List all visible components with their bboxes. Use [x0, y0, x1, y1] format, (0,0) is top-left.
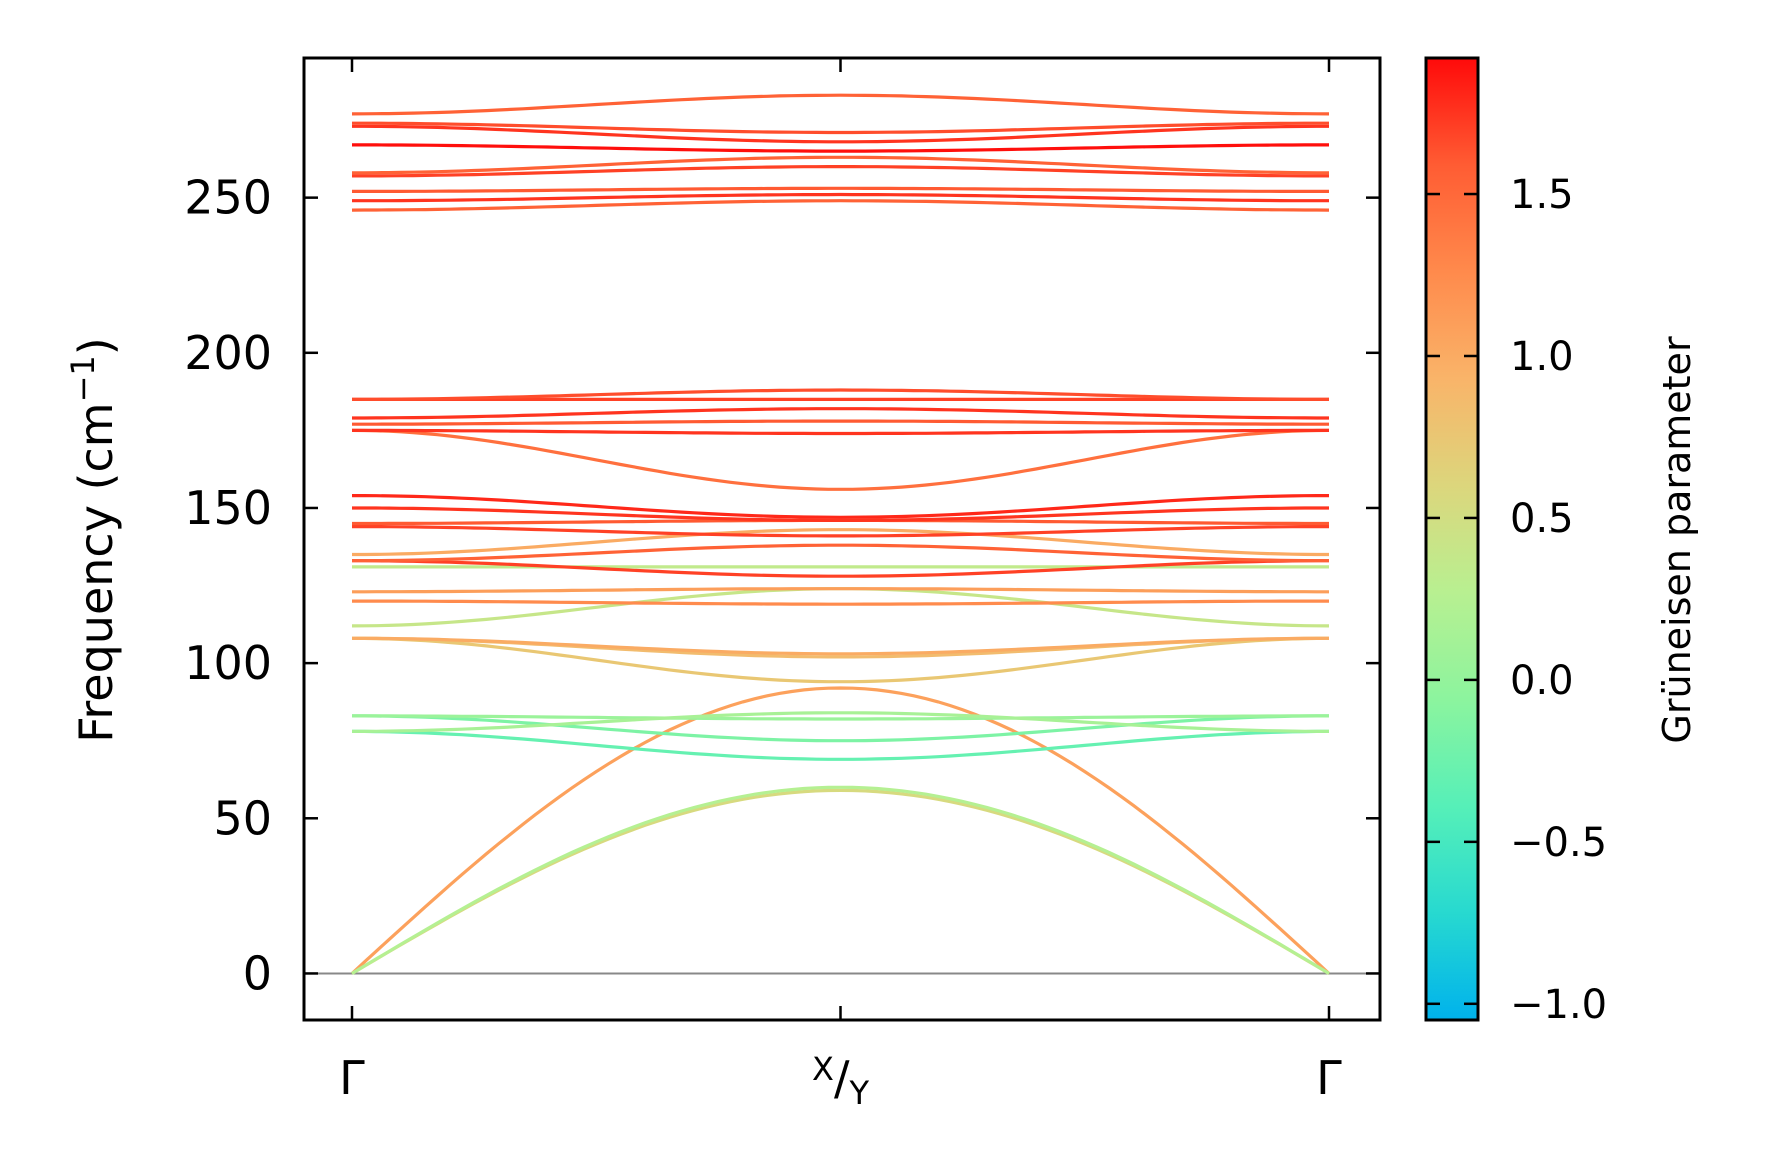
y-tick-label: 50 — [213, 791, 272, 845]
band-line-3 — [351, 785, 1330, 975]
band-line-36 — [351, 93, 1330, 116]
band-line-34 — [352, 124, 1329, 144]
band-line-4 — [352, 729, 1329, 761]
band-line-21 — [352, 494, 1329, 519]
colorbar-ticks: 1.5 1.0 0.5 0.0 −0.5 −1.0 — [1426, 172, 1607, 1028]
band-line-30 — [352, 186, 1329, 193]
band-line-35 — [352, 121, 1329, 135]
band-line-7 — [352, 711, 1329, 733]
band-line-12 — [352, 599, 1329, 606]
y-tick-label: 200 — [184, 326, 272, 380]
band-line-24 — [352, 419, 1329, 426]
colorbar-tick-label: −1.0 — [1510, 982, 1607, 1028]
band-line-16 — [352, 543, 1329, 563]
band-line-1 — [350, 686, 1331, 975]
colorbar-tick-label: 0.0 — [1510, 658, 1574, 704]
band-lines — [304, 93, 1380, 975]
band-line-23 — [352, 428, 1329, 436]
band-line-28 — [351, 199, 1330, 212]
y-tick-label: 250 — [184, 171, 272, 225]
band-line-33 — [352, 143, 1329, 153]
x-tick-label: X/Y — [812, 1050, 869, 1112]
x-axis-ticks: Γ X/Y Γ — [339, 58, 1342, 1112]
band-line-17 — [352, 528, 1329, 557]
y-axis-ticks: 0 50 100 150 200 250 — [184, 171, 1380, 1000]
band-line-2 — [351, 788, 1330, 975]
colorbar — [1424, 56, 1480, 1022]
band-line-32 — [352, 155, 1329, 175]
band-line-31 — [352, 165, 1329, 178]
colorbar-label: Grüneisen parameter — [1655, 336, 1699, 744]
band-line-6 — [352, 714, 1329, 721]
band-line-20 — [352, 506, 1329, 522]
band-line-22 — [351, 428, 1330, 491]
colorbar-tick-label: 1.0 — [1510, 334, 1574, 380]
band-line-18 — [352, 525, 1329, 538]
colorbar-tick-label: −0.5 — [1510, 820, 1607, 866]
band-line-5 — [352, 714, 1329, 743]
band-line-10 — [352, 636, 1329, 656]
band-line-27 — [351, 388, 1330, 401]
band-line-13 — [352, 587, 1329, 594]
band-line-25 — [352, 407, 1329, 420]
x-tick-label: Γ — [339, 1051, 365, 1105]
colorbar-tick-label: 1.5 — [1510, 172, 1574, 218]
band-line-8 — [351, 636, 1330, 684]
band-line-29 — [352, 192, 1329, 203]
band-line-15 — [352, 559, 1329, 578]
y-axis-label: Frequency (cm−1) — [64, 337, 123, 742]
band-line-11 — [351, 587, 1330, 628]
y-tick-label: 150 — [184, 481, 272, 535]
plot-frame — [302, 56, 1382, 1022]
y-tick-label: 100 — [184, 636, 272, 690]
y-tick-label: 0 — [243, 946, 272, 1000]
colorbar-tick-label: 0.5 — [1510, 496, 1574, 542]
x-tick-label: Γ — [1316, 1051, 1342, 1105]
